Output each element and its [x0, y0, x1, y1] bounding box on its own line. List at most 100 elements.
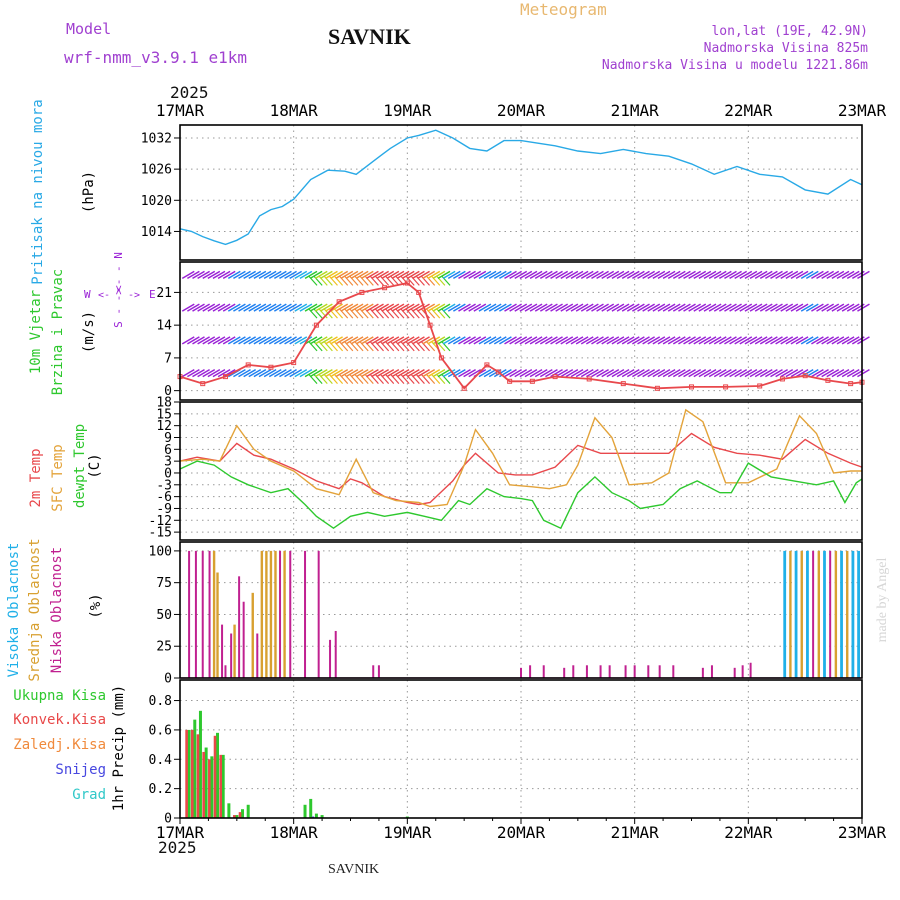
- wind-barb: [417, 368, 430, 378]
- wind-barb: [857, 368, 870, 378]
- wind-barb: [294, 303, 308, 312]
- wind-barb: [744, 368, 758, 378]
- wind-barb: [729, 270, 742, 280]
- cloud-bar-low: [224, 665, 227, 678]
- wind-barb: [197, 303, 210, 312]
- x-tick-label-bottom: 22MAR: [724, 823, 773, 842]
- wind-barb: [765, 336, 778, 345]
- series-dewpt: [179, 460, 863, 530]
- cloud-bar-mid: [817, 550, 821, 678]
- wind-barb: [227, 303, 241, 312]
- wind-barb: [678, 368, 691, 378]
- wind-barb: [314, 303, 328, 312]
- wind-barb: [192, 303, 205, 312]
- wind-barb: [202, 336, 216, 345]
- wind-barb: [637, 368, 650, 378]
- wind-barb: [575, 270, 589, 280]
- wind-barb: [345, 270, 359, 280]
- wind-barb: [672, 270, 686, 280]
- wind-barb: [447, 303, 461, 312]
- wind-barb: [744, 303, 758, 312]
- wind-barb: [499, 303, 512, 312]
- wind-barb: [688, 270, 702, 280]
- wind-barb: [560, 270, 574, 280]
- wind-barb: [412, 336, 425, 345]
- wind-barb: [693, 336, 707, 345]
- wind-barb: [227, 270, 241, 280]
- cloud-bar-low: [633, 665, 636, 678]
- wind-barb: [780, 336, 794, 345]
- y-tick-label: 15: [156, 407, 172, 422]
- y-tick-label: 1026: [141, 163, 172, 178]
- wind-barb: [601, 303, 615, 312]
- x-tick-label-bottom: 23MAR: [838, 823, 887, 842]
- cloud-bar-high: [806, 550, 809, 678]
- wind-barb: [509, 368, 523, 378]
- cloud-bar-low: [599, 665, 602, 678]
- wind-speed-point: [723, 384, 729, 390]
- wind-barb: [222, 368, 236, 378]
- wind-barb: [770, 270, 783, 280]
- wind-barb: [529, 270, 543, 280]
- wind-barb: [754, 368, 768, 378]
- wind-barb: [391, 336, 405, 345]
- wind-barb: [386, 368, 400, 378]
- wind-barb: [611, 336, 625, 345]
- cloud-bar-low: [658, 665, 661, 678]
- wind-barb: [672, 368, 686, 378]
- wind-barb: [248, 303, 262, 312]
- wind-barb: [718, 368, 732, 378]
- wind-barb: [836, 303, 850, 312]
- wind-barb: [509, 303, 523, 312]
- wind-barb: [207, 336, 221, 345]
- wind-barb: [181, 270, 195, 280]
- precip-bar-conv: [202, 751, 205, 818]
- wind-barb: [233, 336, 246, 345]
- wind-barb: [289, 336, 303, 345]
- wind-barb: [718, 303, 732, 312]
- meteogram-title: Meteogram: [520, 0, 607, 19]
- wind-barb: [652, 368, 666, 378]
- cloud-bar-mid: [846, 550, 849, 678]
- wind-barb: [616, 303, 630, 312]
- wind-barb: [785, 336, 799, 345]
- series-temp2m: [179, 282, 863, 390]
- y-tick-label: 3: [164, 455, 172, 470]
- wind-barb: [468, 270, 482, 280]
- wind-barb: [401, 368, 415, 378]
- wind-barb: [734, 270, 748, 280]
- cloud-bar-low: [710, 665, 713, 678]
- wind-barb: [233, 303, 246, 312]
- wind-barb: [708, 336, 722, 345]
- y-tick-label: 18: [156, 396, 172, 411]
- wind-barb: [524, 336, 538, 345]
- wind-barb: [713, 270, 727, 280]
- wind-barb: [458, 336, 471, 345]
- wind-barb: [580, 303, 594, 312]
- wind-barb: [519, 270, 533, 280]
- wind-barb: [391, 303, 405, 312]
- wind-barb: [386, 270, 400, 280]
- cloud-bar-high: [857, 550, 860, 678]
- wind-speed-point: [620, 381, 626, 387]
- wind-barb: [258, 336, 272, 345]
- wind-barb: [458, 303, 471, 312]
- wind-barb: [524, 303, 538, 312]
- wind-speed-point: [654, 385, 660, 391]
- wind-barb: [678, 336, 691, 345]
- wind-barb: [273, 368, 287, 378]
- wind-barb: [744, 270, 758, 280]
- wind-barb: [304, 368, 318, 378]
- wind-barb: [325, 368, 338, 378]
- wind-barb: [427, 368, 441, 378]
- y-tick-label: 21: [156, 286, 172, 301]
- wind-barb: [606, 270, 620, 280]
- wind-barb: [657, 270, 671, 280]
- wind-barb: [775, 270, 788, 280]
- barb-row: [181, 368, 870, 385]
- wind-barb: [360, 336, 374, 345]
- wind-barb: [243, 336, 257, 345]
- wind-barb: [284, 336, 297, 345]
- y-tick-label: 75: [156, 576, 172, 591]
- wind-barb: [770, 368, 783, 378]
